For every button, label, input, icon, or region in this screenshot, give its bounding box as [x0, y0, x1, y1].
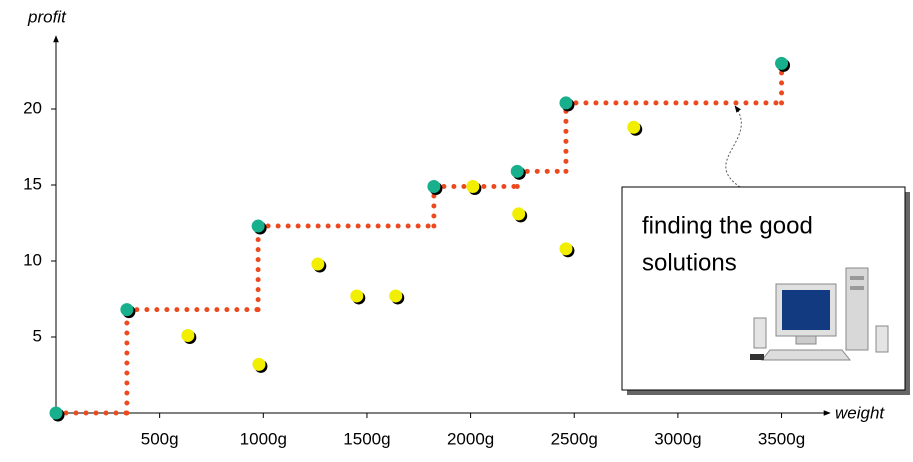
point	[427, 180, 443, 196]
x-axis-label: weight	[835, 403, 885, 422]
x-tick-label: 2500g	[551, 429, 598, 448]
y-tick-label: 20	[23, 98, 42, 117]
callout-text: finding the good	[642, 212, 813, 239]
point	[49, 406, 65, 422]
point-marker	[427, 180, 441, 194]
point-marker	[510, 164, 524, 178]
point-marker	[252, 357, 266, 371]
x-tick-label: 3000g	[654, 429, 701, 448]
y-tick-label: 15	[23, 174, 42, 193]
point-marker	[559, 96, 573, 110]
point	[120, 303, 136, 319]
y-axis-label: profit	[27, 7, 67, 26]
point	[181, 328, 197, 344]
point-marker	[49, 406, 63, 420]
point	[559, 242, 575, 258]
point	[627, 120, 643, 136]
y-tick-label: 10	[23, 250, 42, 269]
point-marker	[559, 242, 573, 256]
point-marker	[389, 289, 403, 303]
point	[350, 289, 366, 305]
point-marker	[350, 289, 364, 303]
point-marker	[512, 207, 526, 221]
callout-arrow	[725, 105, 742, 188]
point	[775, 56, 791, 72]
point	[251, 219, 267, 235]
point-marker	[181, 328, 195, 342]
point-marker	[627, 120, 641, 134]
point	[311, 257, 327, 273]
y-tick-label: 5	[33, 326, 42, 345]
computer-icon	[750, 267, 889, 361]
point-marker	[251, 219, 265, 233]
plot-area: 500g 1000g 1500g 2000g 2500g 3000g 3500g 5 10 15 2…	[23, 56, 805, 448]
point-marker	[120, 303, 134, 317]
point-marker	[775, 56, 789, 70]
point	[252, 357, 268, 373]
x-tick-label: 1000g	[240, 429, 287, 448]
point	[512, 207, 528, 223]
x-tick-label: 1500g	[343, 429, 390, 448]
point	[559, 96, 575, 112]
point	[389, 289, 405, 305]
x-tick-label: 500g	[141, 429, 179, 448]
point-marker	[311, 257, 325, 271]
point	[466, 180, 482, 196]
point-marker	[466, 180, 480, 194]
point	[510, 164, 526, 180]
x-tick-label: 3500g	[758, 429, 805, 448]
callout-text: solutions	[642, 249, 737, 276]
x-tick-label: 2000g	[447, 429, 494, 448]
callout: finding the good solutions	[621, 105, 910, 395]
